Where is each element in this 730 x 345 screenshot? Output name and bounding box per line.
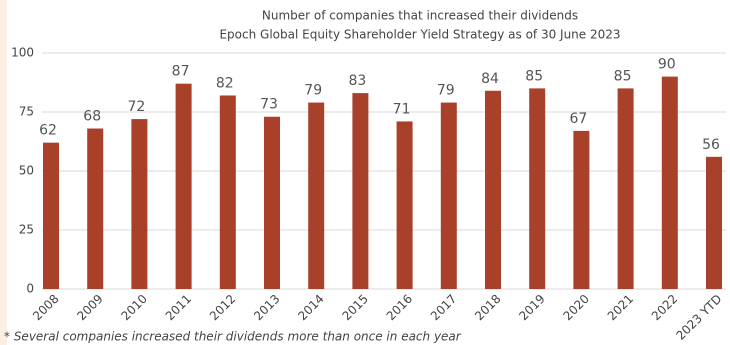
x-tick-label: 2022 (649, 292, 680, 323)
side-strip (0, 0, 7, 345)
data-label: 72 (127, 99, 145, 115)
bar (131, 119, 148, 289)
data-label: 73 (260, 97, 278, 113)
bar (529, 88, 546, 290)
bar (175, 83, 192, 290)
x-tick-label: 2014 (295, 292, 326, 323)
bar (485, 90, 501, 289)
x-tick-label: 2020 (560, 292, 591, 323)
bar (43, 142, 59, 289)
bar (706, 156, 722, 289)
x-tick-label: 2018 (472, 292, 503, 323)
x-tick-label: 2013 (251, 292, 282, 323)
y-tick-label: 75 (19, 105, 34, 119)
y-tick-label: 100 (11, 46, 34, 60)
data-label: 85 (525, 68, 543, 84)
x-tick-label: 2023 YTD (673, 292, 724, 343)
data-label: 67 (569, 111, 587, 127)
data-label: 56 (702, 137, 720, 153)
data-label: 79 (304, 83, 322, 99)
bar (352, 93, 369, 290)
x-tick-label: 2011 (163, 292, 194, 323)
x-tick-label: 2019 (516, 292, 547, 323)
x-tick-label: 2021 (605, 292, 636, 323)
bar (396, 121, 413, 289)
bar (617, 88, 634, 290)
data-label: 62 (39, 123, 57, 139)
data-label: 87 (172, 64, 190, 80)
x-tick-label: 2009 (74, 292, 105, 323)
bar (264, 116, 280, 289)
x-tick-label: 2016 (384, 292, 415, 323)
data-label: 85 (614, 68, 632, 84)
data-label: 90 (658, 57, 676, 73)
chart-title: Number of companies that increased their… (262, 9, 578, 23)
data-label: 83 (348, 73, 366, 89)
x-tick-label: 2012 (207, 292, 238, 323)
data-label: 82 (216, 75, 234, 91)
bar (661, 76, 678, 289)
footnote: * Several companies increased their divi… (4, 330, 462, 344)
x-tick-label: 2010 (118, 292, 149, 323)
bar (308, 102, 325, 289)
x-tick-label: 2015 (339, 292, 370, 323)
data-label: 68 (83, 109, 101, 125)
data-label: 79 (437, 83, 455, 99)
bar (219, 95, 236, 289)
y-tick-label: 50 (19, 164, 34, 178)
y-tick-label: 25 (19, 223, 34, 237)
x-tick-label: 2008 (30, 292, 61, 323)
x-tick-label: 2017 (428, 292, 459, 323)
data-label: 84 (481, 71, 499, 87)
bar (87, 128, 104, 289)
bar (440, 102, 457, 289)
bar (573, 130, 590, 289)
chart-subtitle: Epoch Global Equity Shareholder Yield St… (219, 28, 620, 42)
y-tick-label: 0 (26, 282, 34, 296)
data-label: 71 (393, 101, 411, 117)
